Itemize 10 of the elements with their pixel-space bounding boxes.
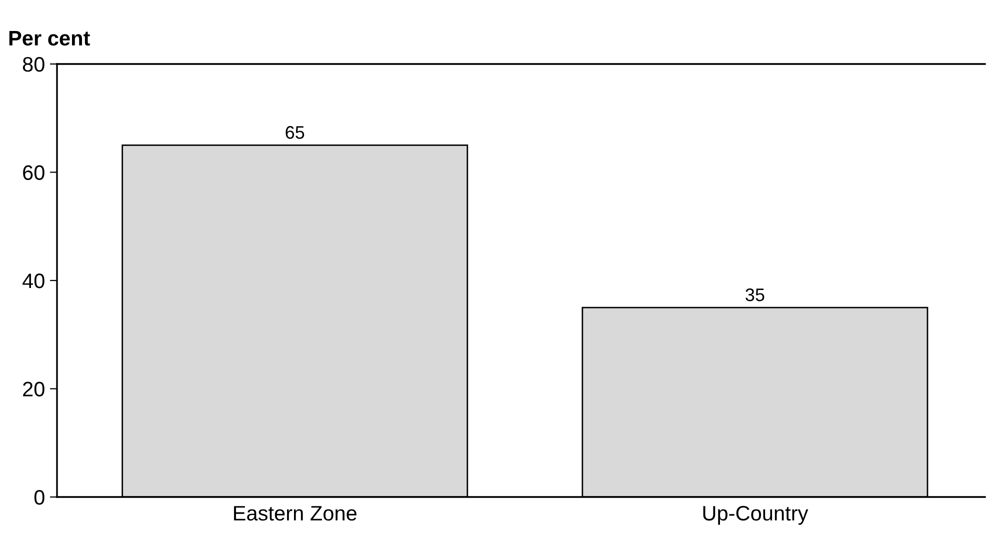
- y-tick-label: 20: [23, 382, 44, 397]
- x-tick-label: Up-Country: [703, 506, 808, 525]
- y-tick-label: 0: [34, 490, 44, 505]
- y-tick-label: 80: [22, 57, 44, 72]
- data-label: 35: [746, 288, 764, 302]
- y-axis-title: Per cent: [9, 31, 90, 46]
- x-tick-label: Eastern Zone: [234, 506, 356, 521]
- y-tick-label: 40: [22, 274, 44, 288]
- y-tick-label: 60: [23, 165, 44, 180]
- data-label: 65: [286, 126, 304, 139]
